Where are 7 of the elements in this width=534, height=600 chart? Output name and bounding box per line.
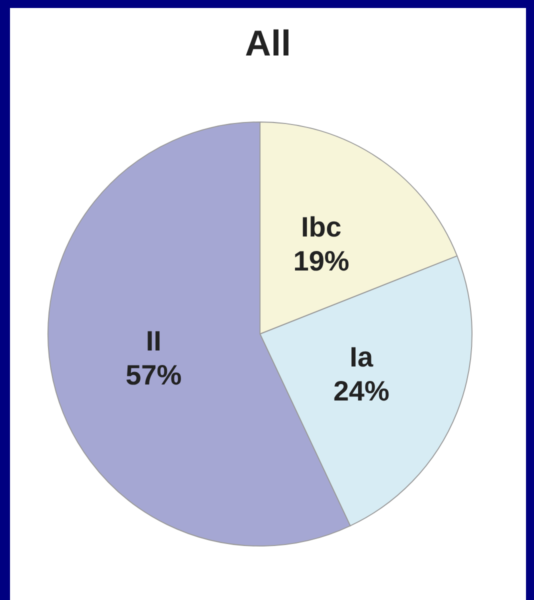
data-label: 57% (126, 359, 182, 390)
chart-title: All (244, 22, 292, 64)
data-label: 19% (293, 245, 350, 276)
slice-label: Ia (350, 342, 374, 373)
slice-label: Ibc (301, 211, 342, 242)
data-label: 24% (333, 376, 390, 407)
slice-label: II (146, 325, 162, 356)
